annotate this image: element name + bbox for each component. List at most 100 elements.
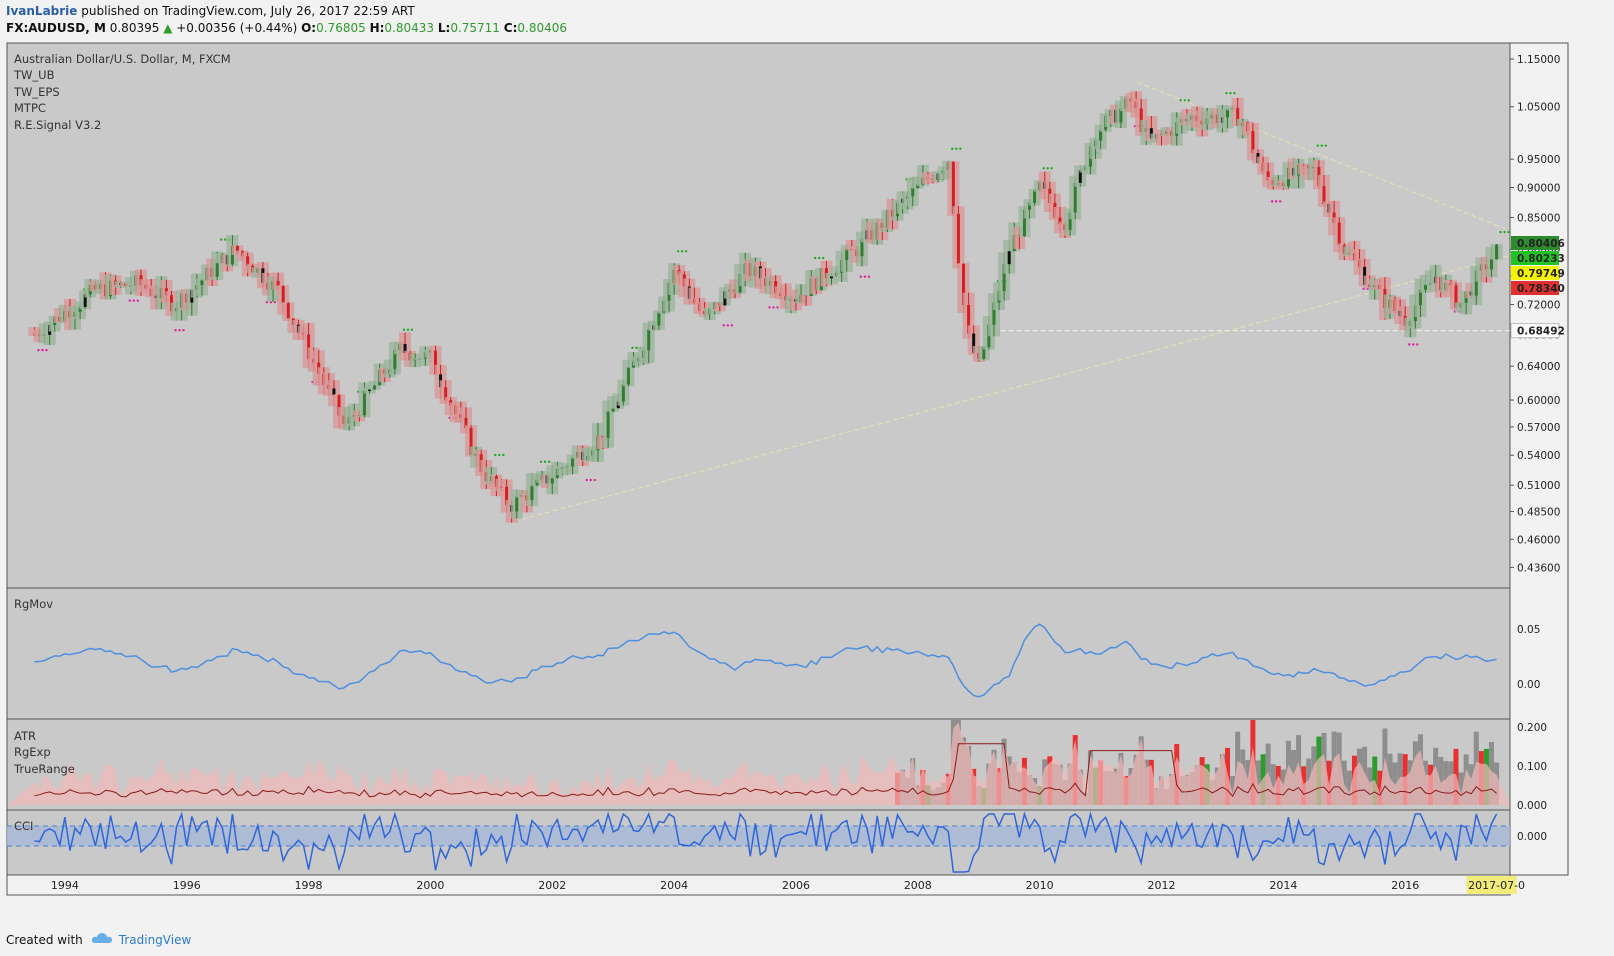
price-tag-label: 0.80233 [1517, 253, 1565, 265]
signal-dot [589, 478, 592, 482]
candle-body [611, 408, 615, 412]
price-axis[interactable] [1509, 42, 1569, 876]
candle-body [1236, 108, 1240, 126]
low-value: 0.75711 [450, 21, 500, 35]
price-change: +0.00356 (+0.44%) [176, 21, 298, 35]
truerange-bar [1438, 756, 1444, 805]
up-arrow-icon: ▲ [163, 21, 173, 35]
time-tick-label: 1998 [295, 879, 323, 892]
truerange-bar [1341, 760, 1347, 805]
candle-body [1028, 202, 1032, 210]
signal-dot [1183, 99, 1186, 102]
candle-body [972, 333, 976, 353]
signal-dot [1225, 91, 1228, 95]
candle-body [1007, 251, 1011, 265]
truerange-bar [1377, 770, 1383, 805]
signal-dot [1412, 343, 1415, 346]
signal-dot [1507, 230, 1510, 234]
chart-header: IvanLabrie published on TradingView.com,… [6, 3, 567, 37]
atr-tick-label: 0.100 [1517, 761, 1547, 773]
price-tag-label: 0.79749 [1517, 268, 1565, 280]
author-link[interactable]: IvanLabrie [6, 4, 78, 18]
signal-dot [182, 328, 185, 332]
cci-line [34, 811, 1498, 873]
signal-dot [543, 460, 547, 463]
signal-dot [863, 275, 867, 278]
candle-body [951, 162, 955, 214]
time-tick-label: 1994 [51, 879, 79, 892]
price-tick-label: 0.85000 [1517, 212, 1560, 224]
indicator-label-resignal: R.E.Signal V3.2 [14, 118, 101, 132]
tradingview-link[interactable]: TradingView [118, 932, 192, 947]
signal-dot [136, 299, 140, 302]
time-tick-label: 2002 [538, 879, 566, 892]
candle-body [505, 486, 509, 506]
chart-svg[interactable]: 1.150001.050000.950000.900000.850000.800… [0, 42, 1614, 928]
truerange-label: TrueRange [13, 762, 75, 776]
candle-body [393, 349, 397, 370]
candle-body [1149, 128, 1153, 139]
symbol-label: FX:AUDUSD, M [6, 21, 106, 35]
signal-dot [680, 250, 684, 253]
price-tick-label: 0.60000 [1517, 395, 1560, 407]
signal-dot [1274, 200, 1278, 203]
price-tag-label: 0.78340 [1517, 283, 1565, 295]
candle-body [1226, 108, 1230, 118]
rgmov-tick-label: 0.05 [1517, 624, 1540, 636]
price-tag [1511, 251, 1559, 265]
price-pane[interactable] [6, 42, 1511, 589]
signal-dot [1320, 144, 1324, 147]
publish-line: IvanLabrie published on TradingView.com,… [6, 3, 567, 20]
signal-dot [410, 328, 414, 331]
signal-dot [1229, 91, 1232, 95]
atr-layer [7, 720, 1510, 805]
time-tick-label: 2016 [1391, 879, 1419, 892]
rgmov-pane[interactable] [6, 587, 1511, 720]
candle-body [367, 389, 371, 391]
signal-dot [635, 346, 638, 350]
candle-body [444, 387, 448, 401]
candle-body [571, 457, 575, 467]
tradingview-cloud-icon [91, 932, 113, 947]
price-tag-label: 0.80406 [1517, 238, 1565, 250]
signal-dot [867, 275, 871, 278]
candle-body [515, 496, 519, 512]
truerange-bar [1346, 770, 1352, 805]
candle-body [235, 245, 239, 252]
cci-tick-label: 0.000 [1517, 831, 1547, 843]
signal-dot [772, 306, 775, 309]
price-tick-label: 0.51000 [1517, 480, 1560, 492]
candle-body [1490, 259, 1494, 270]
indicator-label-tw-eps: TW_EPS [13, 85, 60, 99]
candle-body [621, 384, 625, 402]
open-value: 0.76805 [316, 21, 366, 35]
price-tick-label: 0.57000 [1517, 422, 1560, 434]
candle-body [230, 245, 234, 265]
signal-dot [585, 478, 588, 482]
candle-body [626, 367, 630, 385]
current-date-tag [1466, 876, 1517, 894]
candle-body [916, 184, 920, 189]
price-tag-label: 0.68492 [1517, 326, 1565, 338]
price-tag [1511, 266, 1559, 280]
open-label: O: [301, 21, 317, 35]
publish-info: published on TradingView.com, July 26, 2… [81, 4, 415, 18]
low-label: L: [437, 21, 451, 35]
candle-body [200, 280, 204, 286]
price-tag [1511, 281, 1559, 295]
atr-tick-label: 0.000 [1517, 800, 1547, 812]
time-tick-label: 2000 [416, 879, 444, 892]
signal-dot [1499, 230, 1502, 234]
created-with-text: Created with [6, 932, 83, 947]
last-price: 0.80395 [109, 21, 160, 35]
signal-dot [768, 306, 771, 309]
signal-dot [128, 299, 132, 302]
candle-body [830, 276, 834, 279]
price-tick-label: 0.90000 [1517, 183, 1560, 195]
rgmov-tick-label: 0.00 [1517, 679, 1540, 691]
signal-dot [547, 460, 551, 463]
candle-body [1454, 285, 1458, 308]
candle-body [1337, 222, 1341, 246]
rgexp-label: RgExp [14, 745, 51, 759]
signal-dot [722, 324, 726, 327]
